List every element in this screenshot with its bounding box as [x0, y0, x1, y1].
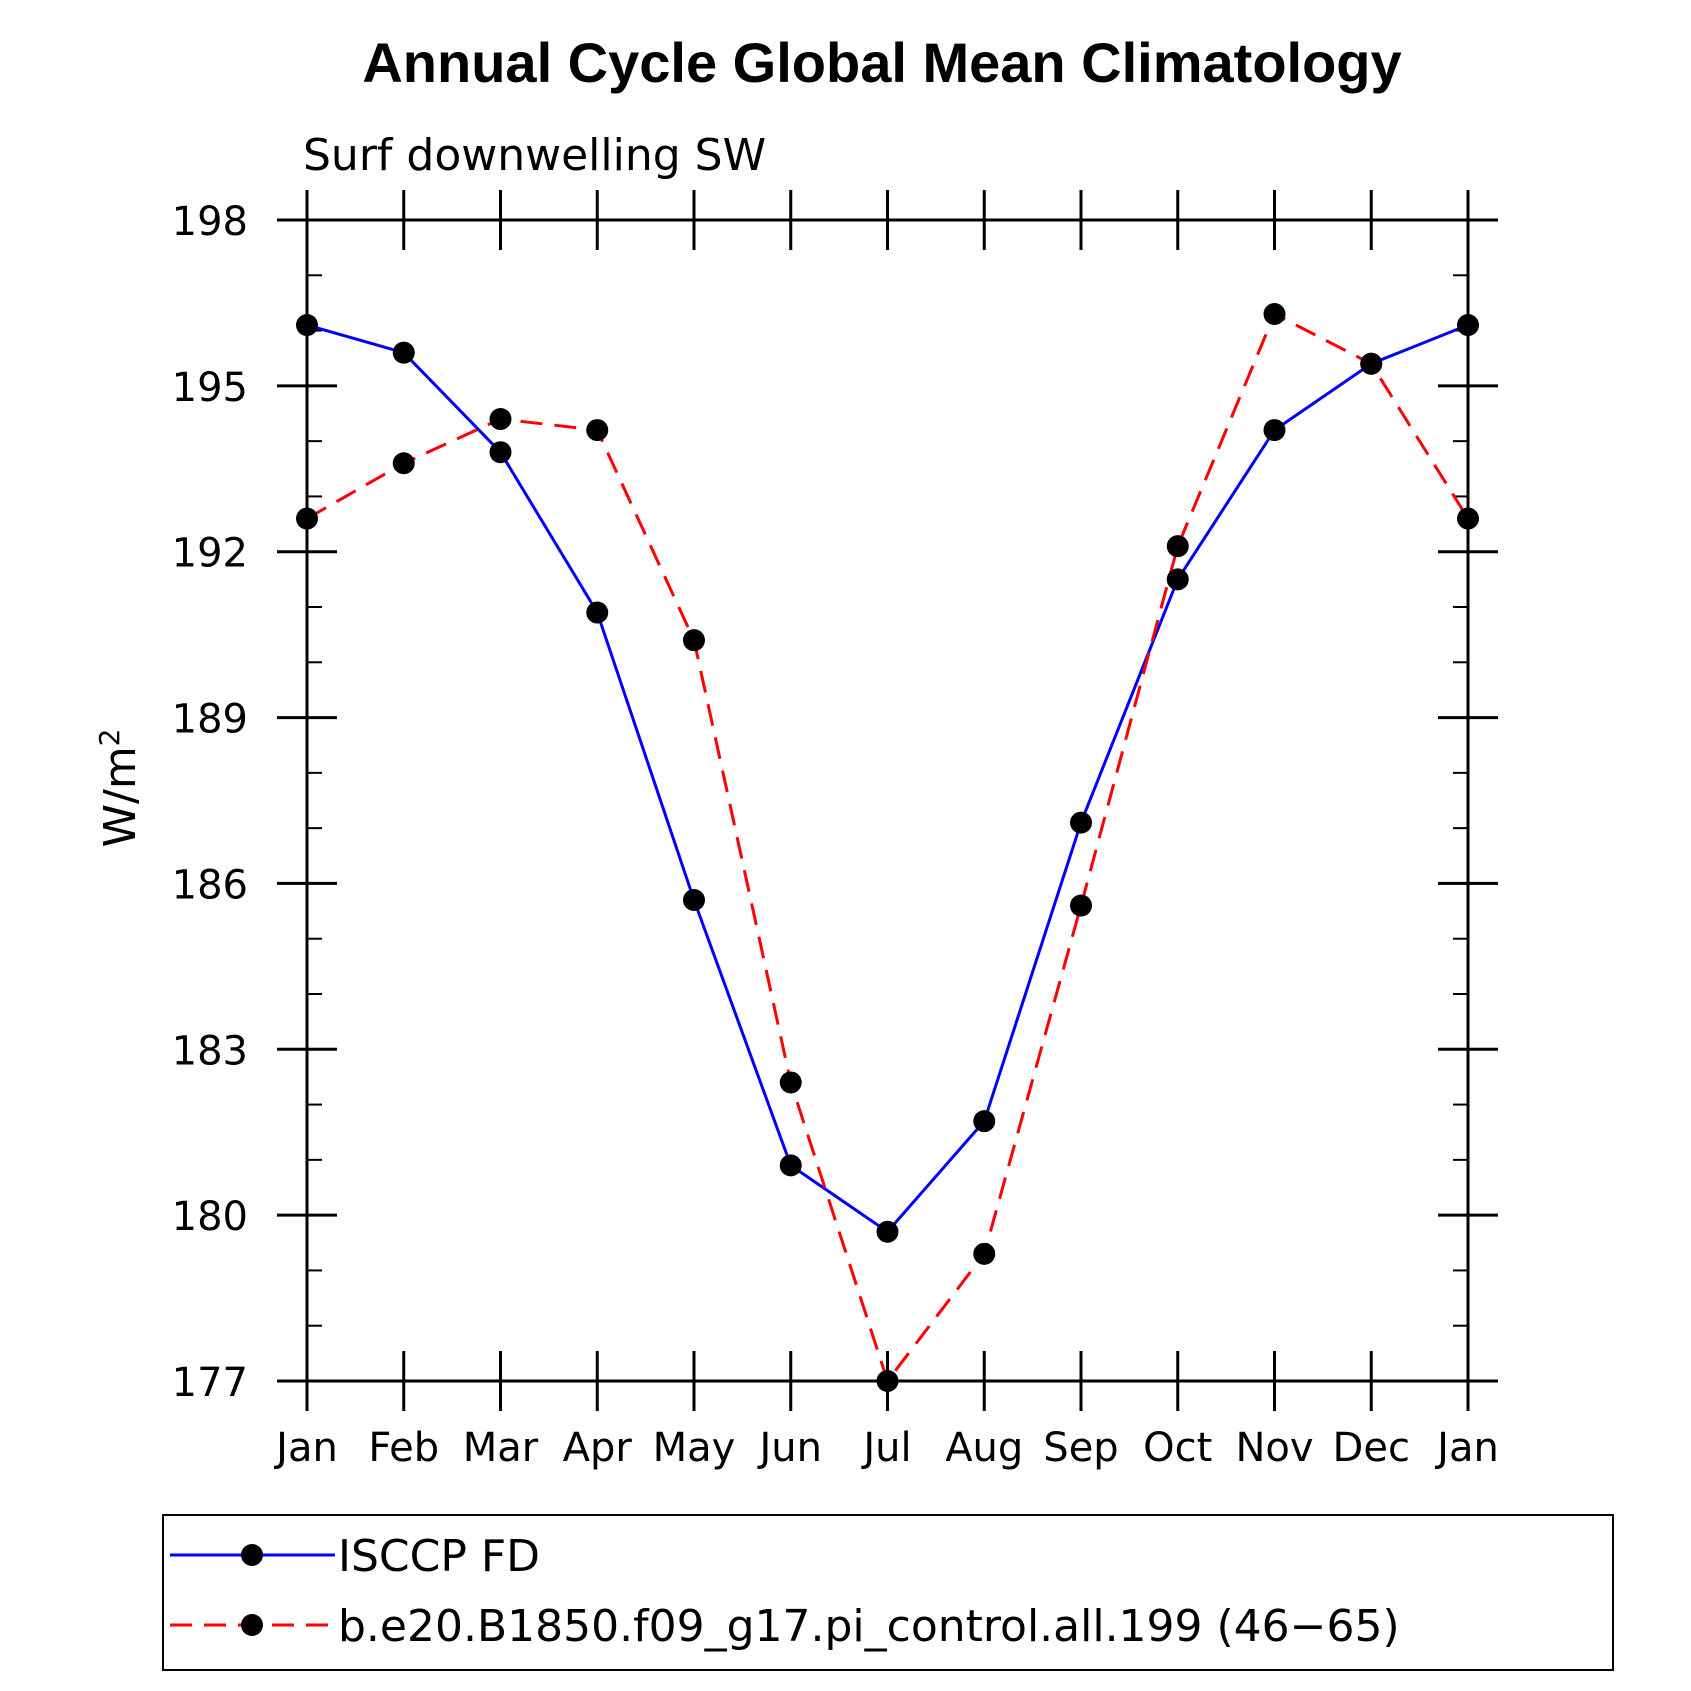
x-tick-label: Jan: [1434, 1425, 1499, 1471]
series-1-point: [779, 1071, 802, 1094]
series-1-point: [1166, 535, 1189, 558]
x-tick-label: Jan: [273, 1425, 338, 1471]
y-tick-label: 180: [172, 1194, 248, 1240]
x-tick-label: Apr: [563, 1425, 633, 1471]
axes: 177 180 183 186 189 192 195 198 Jan Feb Mar Apr May J…: [172, 190, 1499, 1471]
y-tick-label: 195: [172, 365, 248, 411]
y-tick-label: 198: [172, 199, 248, 245]
series-1-point: [876, 1370, 899, 1392]
legend-label-1: b.e20.B1850.f09_g17.pi_control.all.199 (…: [338, 1601, 1400, 1652]
series-1-point: [973, 1242, 996, 1265]
x-tick-label: Nov: [1235, 1425, 1313, 1471]
legend-marker-0: [241, 1544, 263, 1566]
series-1-point: [1263, 302, 1286, 325]
series-1-point: [1457, 507, 1479, 530]
series-0-point: [1070, 811, 1092, 834]
series-0-point: [489, 441, 512, 464]
x-tick-label: Mar: [463, 1425, 539, 1471]
series-1-point: [1070, 894, 1092, 917]
legend-box: [162, 1514, 1614, 1671]
series-1-point: [392, 452, 415, 475]
series-0-point: [586, 601, 609, 624]
series-1-point: [586, 419, 609, 442]
series-1-point: [1360, 352, 1383, 375]
x-tick-label: Jul: [860, 1425, 911, 1471]
series-1-point: [296, 507, 318, 530]
series-0-point: [779, 1154, 802, 1177]
series-0-point: [973, 1110, 996, 1133]
y-tick-label: 177: [172, 1360, 248, 1406]
series-0-point: [1166, 568, 1189, 591]
x-tick-label: Feb: [368, 1425, 439, 1471]
x-tick-label: May: [653, 1425, 736, 1471]
series-line-0: [306, 323, 1469, 1234]
series-1-point: [683, 629, 705, 652]
x-tick-label: Aug: [945, 1425, 1023, 1471]
y-tick-label: 186: [172, 862, 248, 908]
series-0-point: [296, 314, 318, 337]
series-0-point: [876, 1220, 899, 1243]
y-axis-label-unit: W/m: [95, 746, 146, 847]
x-tick-label: Dec: [1333, 1425, 1410, 1471]
series-1-point: [489, 408, 512, 431]
y-tick-label: 189: [172, 697, 248, 743]
y-tick-label: 183: [172, 1028, 248, 1074]
series-0-point: [683, 889, 705, 912]
plot-area: [305, 218, 1470, 1383]
x-tick-label: Sep: [1043, 1425, 1118, 1471]
series-layer: [296, 302, 1479, 1392]
x-tick-label: Jun: [757, 1425, 823, 1471]
y-axis-label-superscript: 2: [93, 728, 126, 746]
legend-label-0: ISCCP FD: [338, 1531, 540, 1582]
legend-marker-1: [241, 1614, 263, 1636]
y-axis-label: W/m2: [93, 728, 146, 847]
y-tick-label: 192: [172, 531, 248, 577]
x-tick-label: Oct: [1143, 1425, 1212, 1471]
series-0-point: [1457, 314, 1479, 337]
chart-subtitle: Surf downwelling SW: [303, 130, 766, 181]
series-0-point: [392, 341, 415, 364]
legend: ISCCP FD b.e20.B1850.f09_g17.pi_control.a…: [170, 1531, 1400, 1652]
series-0-point: [1263, 419, 1286, 442]
chart-title: Annual Cycle Global Mean Climatology: [362, 31, 1401, 94]
